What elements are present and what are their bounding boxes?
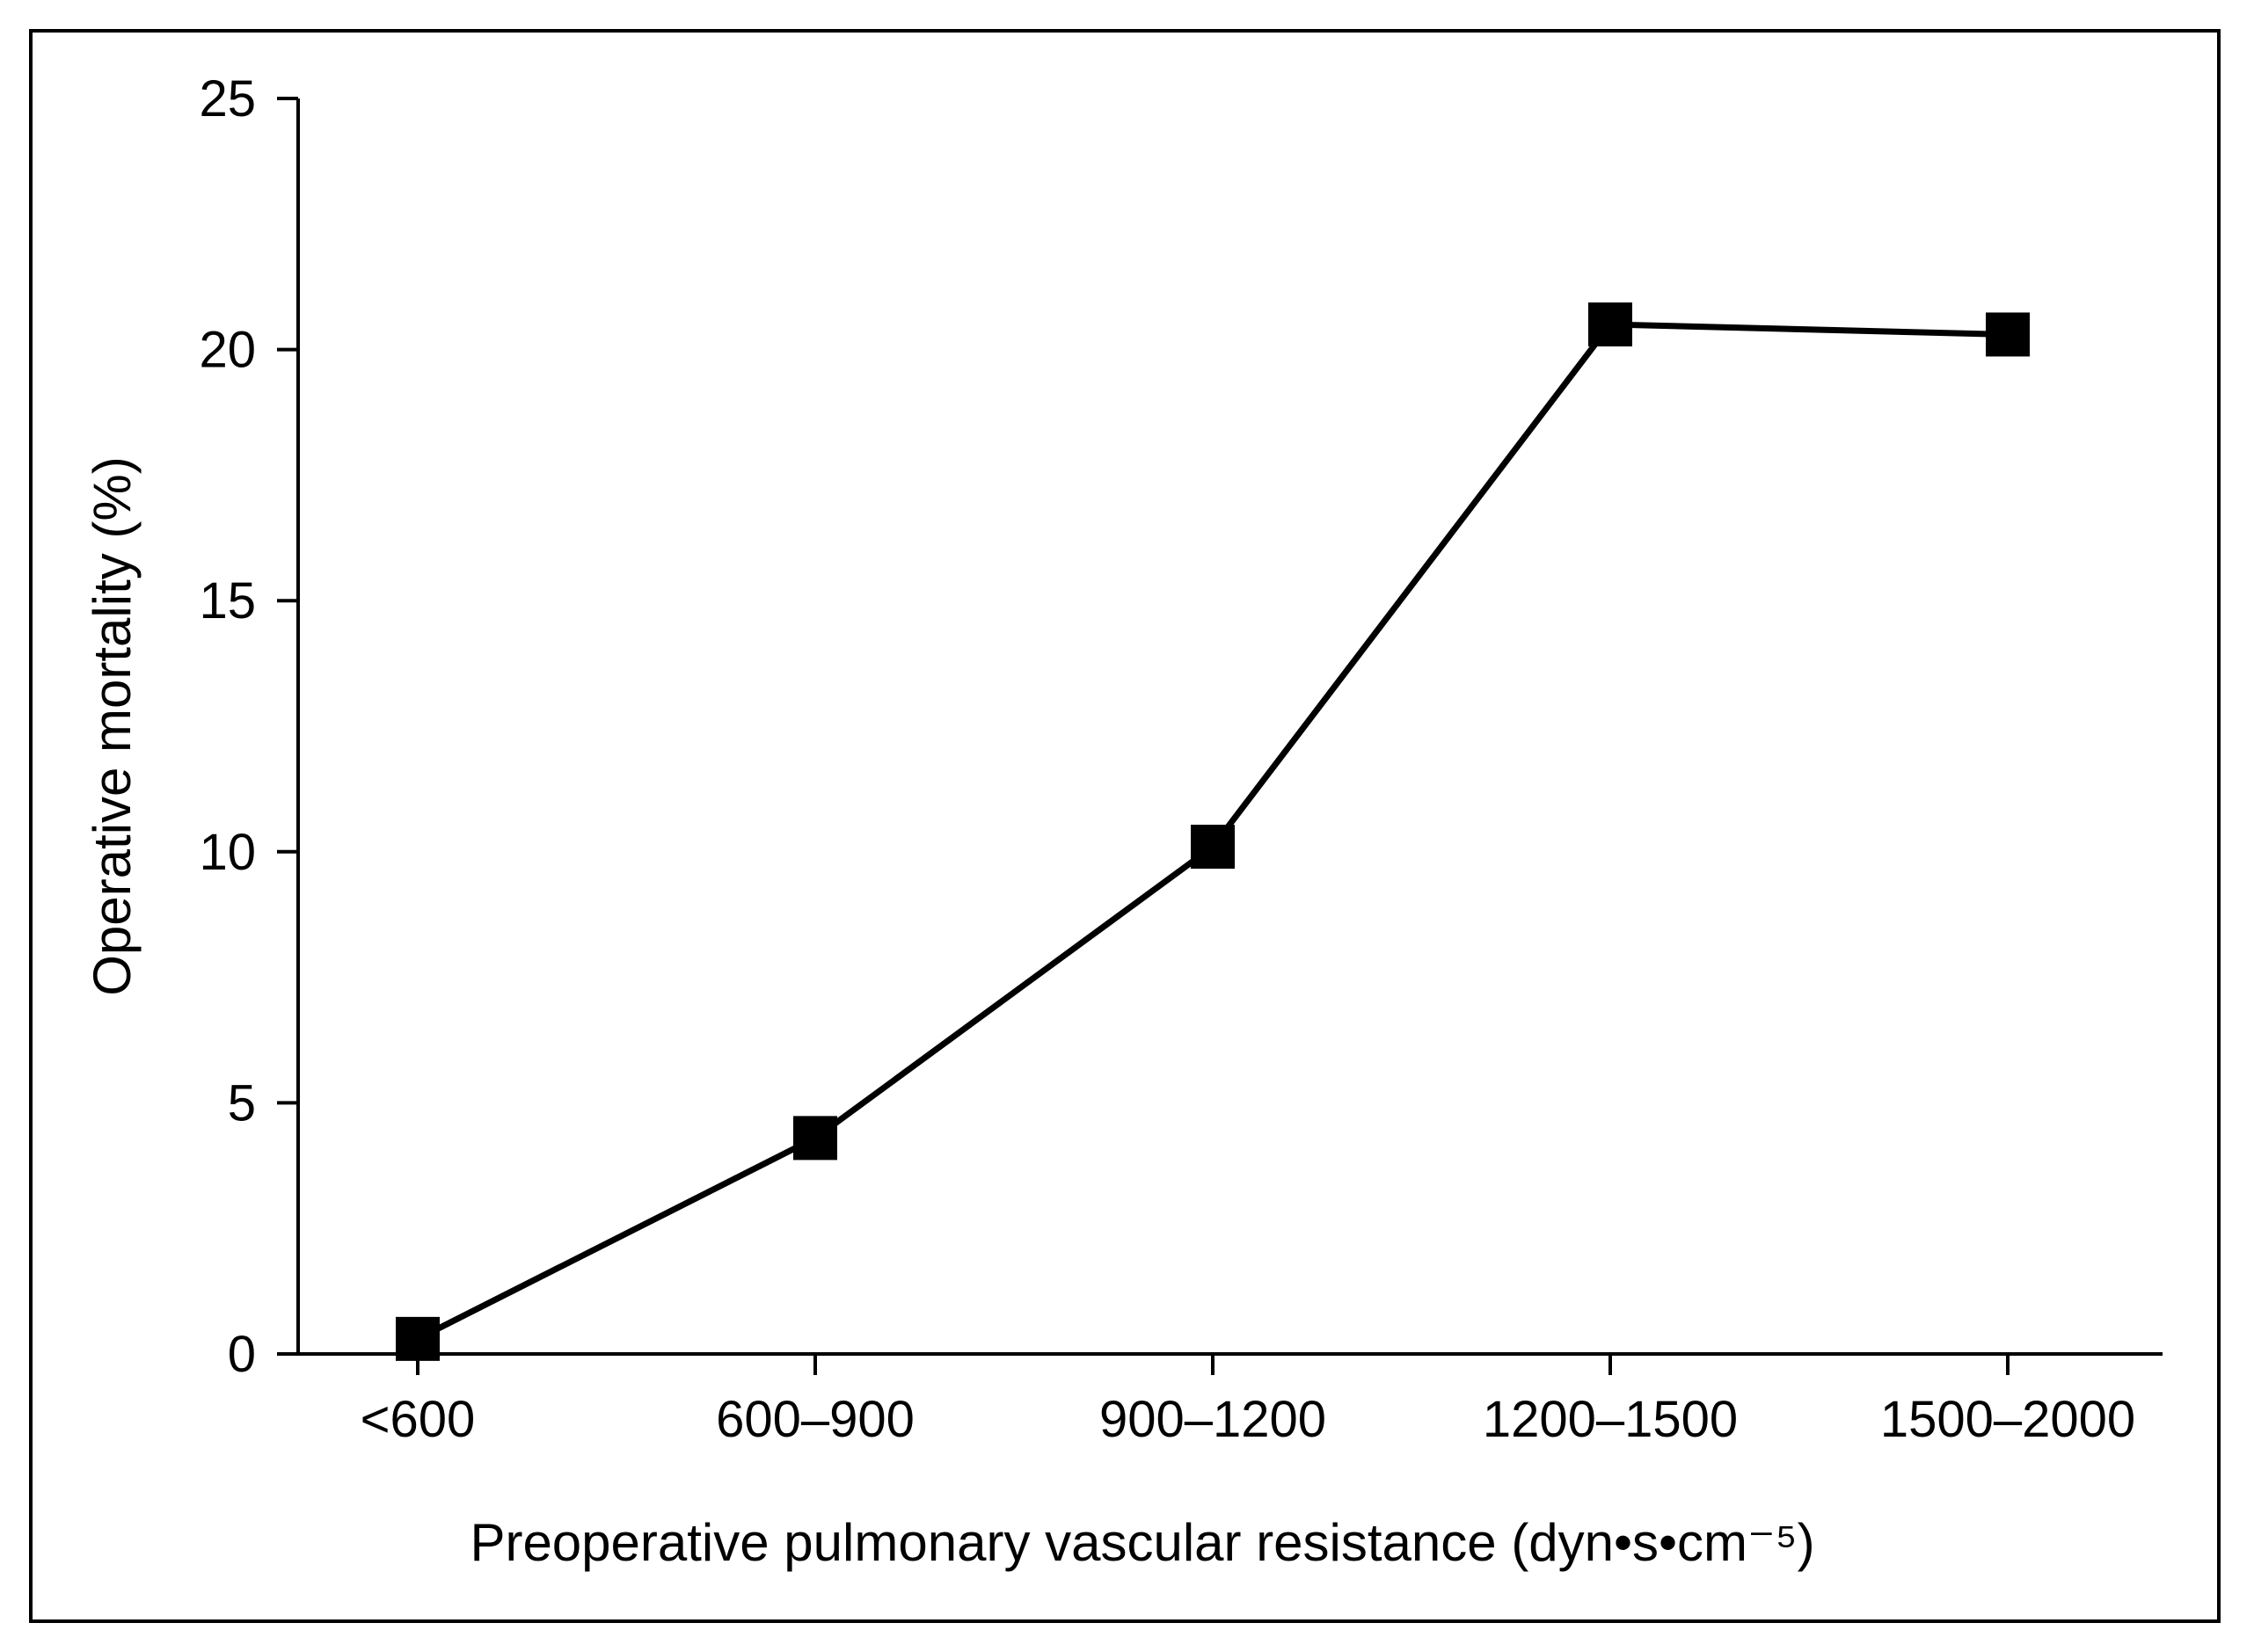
data-point-marker bbox=[1588, 302, 1632, 347]
x-tick-label: 1500–2000 bbox=[1880, 1391, 2135, 1448]
x-axis-title: Preoperative pulmonary vascular resistan… bbox=[470, 1513, 1814, 1572]
axes bbox=[296, 98, 2163, 1356]
chart-frame bbox=[29, 29, 2221, 1623]
y-ticks: 0 5 10 15 20 25 bbox=[199, 70, 298, 1383]
y-tick-label: 25 bbox=[199, 70, 256, 127]
data-point-marker bbox=[1191, 825, 1235, 870]
data-point-marker bbox=[1986, 312, 2030, 357]
y-axis-title: Operative mortality (%) bbox=[83, 456, 142, 995]
y-tick-label: 10 bbox=[199, 824, 256, 881]
x-tick-label: 900–1200 bbox=[1099, 1391, 1326, 1448]
data-point-marker bbox=[793, 1116, 837, 1161]
x-tick-label: 1200–1500 bbox=[1483, 1391, 1738, 1448]
y-tick-label: 5 bbox=[228, 1074, 256, 1132]
data-point-marker bbox=[396, 1316, 440, 1361]
y-tick-label: 20 bbox=[199, 322, 256, 379]
y-tick-label: 15 bbox=[199, 572, 256, 630]
x-tick-label: <600 bbox=[361, 1391, 476, 1448]
y-tick-label: 0 bbox=[228, 1326, 256, 1383]
x-ticks: <600 600–900 900–1200 1200–1500 1500–2000 bbox=[361, 1354, 2135, 1448]
x-tick-label: 600–900 bbox=[716, 1391, 915, 1448]
series bbox=[396, 302, 2030, 1361]
